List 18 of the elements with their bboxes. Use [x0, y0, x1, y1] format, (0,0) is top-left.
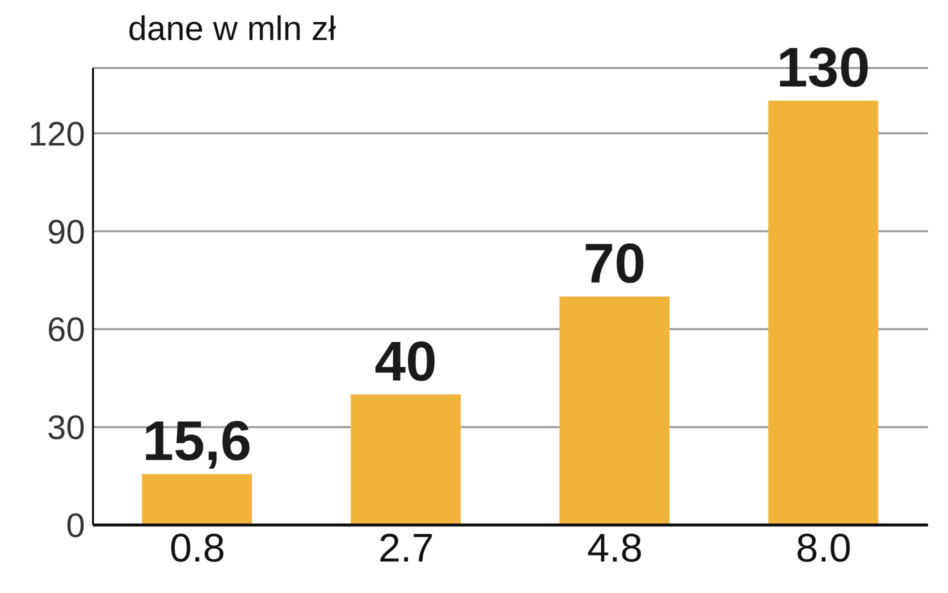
bar	[350, 394, 461, 525]
bar	[560, 296, 670, 525]
data-label: 15,6	[142, 409, 252, 472]
chart-title: dane w mln zł	[128, 10, 336, 49]
data-label: 70	[583, 232, 646, 294]
x-tick-label: 2.7	[378, 526, 434, 570]
data-label: 40	[374, 329, 437, 392]
y-tick-label: 60	[47, 311, 85, 350]
data-label: 130	[776, 36, 870, 99]
y-tick-label: 120	[28, 115, 85, 154]
bar	[142, 474, 252, 525]
y-tick-label: 90	[47, 213, 85, 252]
x-tick-label: 8.0	[796, 526, 852, 570]
y-tick-label: 0	[66, 507, 85, 546]
y-tick-label: 30	[47, 409, 85, 448]
x-tick-label: 0.8	[170, 526, 226, 570]
bar	[768, 100, 878, 525]
x-tick-label: 4.8	[587, 526, 643, 570]
